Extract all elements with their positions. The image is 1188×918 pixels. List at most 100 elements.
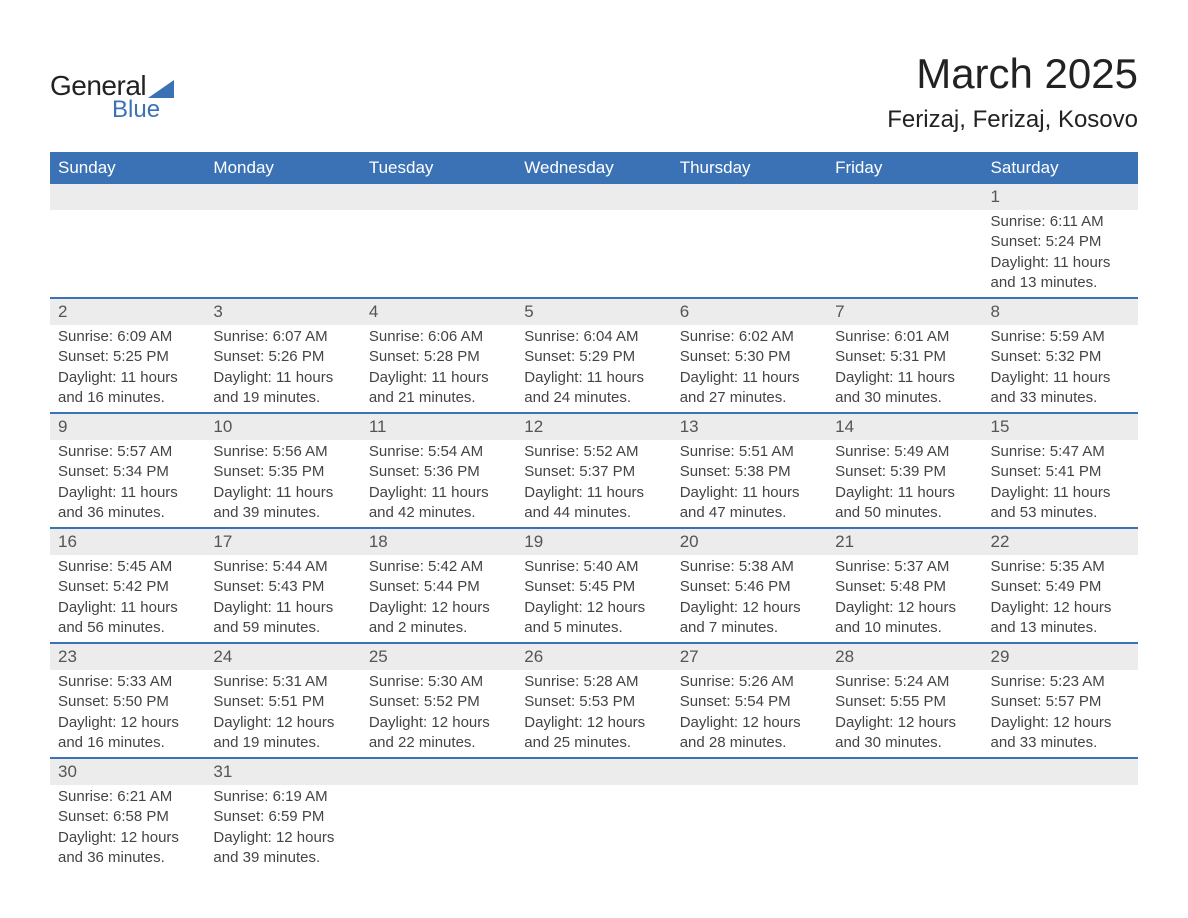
day-number: 8 (983, 298, 1138, 325)
day-number: 1 (983, 184, 1138, 210)
day-header: Wednesday (516, 152, 671, 184)
sunrise: Sunrise: 5:26 AM (680, 672, 819, 692)
sunrise: Sunrise: 6:19 AM (213, 787, 352, 807)
day-number: 11 (361, 413, 516, 440)
sunset: Sunset: 5:30 PM (680, 347, 819, 367)
day-detail (205, 210, 360, 298)
sunrise: Sunrise: 5:35 AM (991, 557, 1130, 577)
daylight: Daylight: 12 hours and 10 minutes. (835, 598, 974, 639)
day-number: 25 (361, 643, 516, 670)
sunset: Sunset: 5:28 PM (369, 347, 508, 367)
sunset: Sunset: 5:37 PM (524, 462, 663, 482)
day-number (827, 184, 982, 210)
day-number: 9 (50, 413, 205, 440)
sunset: Sunset: 5:41 PM (991, 462, 1130, 482)
daynum-row: 2345678 (50, 298, 1138, 325)
day-number: 6 (672, 298, 827, 325)
daylight: Daylight: 11 hours and 16 minutes. (58, 368, 197, 409)
sunset: Sunset: 5:34 PM (58, 462, 197, 482)
daylight: Daylight: 12 hours and 7 minutes. (680, 598, 819, 639)
sunset: Sunset: 5:57 PM (991, 692, 1130, 712)
daylight: Daylight: 12 hours and 5 minutes. (524, 598, 663, 639)
sunrise: Sunrise: 5:37 AM (835, 557, 974, 577)
daynum-row: 1 (50, 184, 1138, 210)
daylight: Daylight: 12 hours and 13 minutes. (991, 598, 1130, 639)
calendar-head: Sunday Monday Tuesday Wednesday Thursday… (50, 152, 1138, 184)
day-detail: Sunrise: 5:30 AMSunset: 5:52 PMDaylight:… (361, 670, 516, 758)
sunset: Sunset: 5:25 PM (58, 347, 197, 367)
sunrise: Sunrise: 6:09 AM (58, 327, 197, 347)
day-header: Friday (827, 152, 982, 184)
day-number: 12 (516, 413, 671, 440)
detail-row: Sunrise: 6:09 AMSunset: 5:25 PMDaylight:… (50, 325, 1138, 413)
detail-row: Sunrise: 5:57 AMSunset: 5:34 PM Daylight:… (50, 440, 1138, 528)
day-number (672, 758, 827, 785)
day-detail: Sunrise: 6:01 AMSunset: 5:31 PMDaylight:… (827, 325, 982, 413)
sunrise: Sunrise: 5:40 AM (524, 557, 663, 577)
day-header: Saturday (983, 152, 1138, 184)
sunrise: Sunrise: 5:49 AM (835, 442, 974, 462)
sunset: Sunset: 5:45 PM (524, 577, 663, 597)
sunset: Sunset: 5:49 PM (991, 577, 1130, 597)
day-detail (672, 785, 827, 872)
sunset: Sunset: 5:36 PM (369, 462, 508, 482)
day-detail (50, 210, 205, 298)
day-detail: Sunrise: 6:04 AMSunset: 5:29 PMDaylight:… (516, 325, 671, 413)
sunset: Sunset: 5:44 PM (369, 577, 508, 597)
day-number: 29 (983, 643, 1138, 670)
sunset: Sunset: 5:53 PM (524, 692, 663, 712)
calendar-body: 1Sunrise: 6:11 AMSunset: 5:24 PMDaylight… (50, 184, 1138, 872)
day-number (516, 758, 671, 785)
day-detail: Sunrise: 5:40 AMSunset: 5:45 PMDaylight:… (516, 555, 671, 643)
sunrise: Sunrise: 5:57 AM (58, 442, 197, 462)
day-number: 17 (205, 528, 360, 555)
sunrise: Sunrise: 5:51 AM (680, 442, 819, 462)
sunrise: Sunrise: 6:11 AM (991, 212, 1130, 232)
day-detail: Sunrise: 5:56 AMSunset: 5:35 PMDaylight:… (205, 440, 360, 528)
day-detail: Sunrise: 5:54 AMSunset: 5:36 PMDaylight:… (361, 440, 516, 528)
day-number (983, 758, 1138, 785)
sunset: Sunset: 5:48 PM (835, 577, 974, 597)
day-number: 4 (361, 298, 516, 325)
day-detail: Sunrise: 6:02 AMSunset: 5:30 PMDaylight:… (672, 325, 827, 413)
day-number: 7 (827, 298, 982, 325)
daylight: Daylight: 11 hours and 42 minutes. (369, 483, 508, 524)
sunset: Sunset: 5:24 PM (991, 232, 1130, 252)
day-number (361, 184, 516, 210)
day-detail: Sunrise: 5:44 AMSunset: 5:43 PMDaylight:… (205, 555, 360, 643)
logo-word-blue: Blue (112, 96, 174, 124)
daynum-row: 23242526272829 (50, 643, 1138, 670)
day-detail: Sunrise: 5:31 AMSunset: 5:51 PMDaylight:… (205, 670, 360, 758)
sunrise: Sunrise: 5:31 AM (213, 672, 352, 692)
day-detail: Sunrise: 5:52 AMSunset: 5:37 PMDaylight:… (516, 440, 671, 528)
sunset: Sunset: 5:32 PM (991, 347, 1130, 367)
day-number (827, 758, 982, 785)
day-number: 14 (827, 413, 982, 440)
daylight: Daylight: 11 hours and 13 minutes. (991, 253, 1130, 294)
sunrise: Sunrise: 5:42 AM (369, 557, 508, 577)
sunrise: Sunrise: 5:28 AM (524, 672, 663, 692)
day-detail: Sunrise: 5:45 AMSunset: 5:42 PMDaylight:… (50, 555, 205, 643)
sunset: Sunset: 5:26 PM (213, 347, 352, 367)
day-number: 26 (516, 643, 671, 670)
day-header: Tuesday (361, 152, 516, 184)
sunset: Sunset: 5:46 PM (680, 577, 819, 597)
daylight: Daylight: 12 hours and 36 minutes. (58, 828, 197, 869)
sunrise: Sunrise: 6:04 AM (524, 327, 663, 347)
day-detail: Sunrise: 5:38 AMSunset: 5:46 PMDaylight:… (672, 555, 827, 643)
sunset: Sunset: 5:35 PM (213, 462, 352, 482)
sunrise: Sunrise: 5:38 AM (680, 557, 819, 577)
daynum-row: 9101112131415 (50, 413, 1138, 440)
daynum-row: 3031 (50, 758, 1138, 785)
detail-row: Sunrise: 6:21 AMSunset: 6:58 PMDaylight:… (50, 785, 1138, 872)
day-detail: Sunrise: 5:51 AMSunset: 5:38 PMDaylight:… (672, 440, 827, 528)
sunrise: Sunrise: 5:54 AM (369, 442, 508, 462)
day-detail: Sunrise: 5:28 AMSunset: 5:53 PMDaylight:… (516, 670, 671, 758)
daylight: Daylight: 11 hours and 24 minutes. (524, 368, 663, 409)
daynum-row: 16171819202122 (50, 528, 1138, 555)
sunrise: Sunrise: 6:21 AM (58, 787, 197, 807)
sunrise: Sunrise: 6:06 AM (369, 327, 508, 347)
sunrise: Sunrise: 5:59 AM (991, 327, 1130, 347)
sunrise: Sunrise: 5:24 AM (835, 672, 974, 692)
sunrise: Sunrise: 5:33 AM (58, 672, 197, 692)
